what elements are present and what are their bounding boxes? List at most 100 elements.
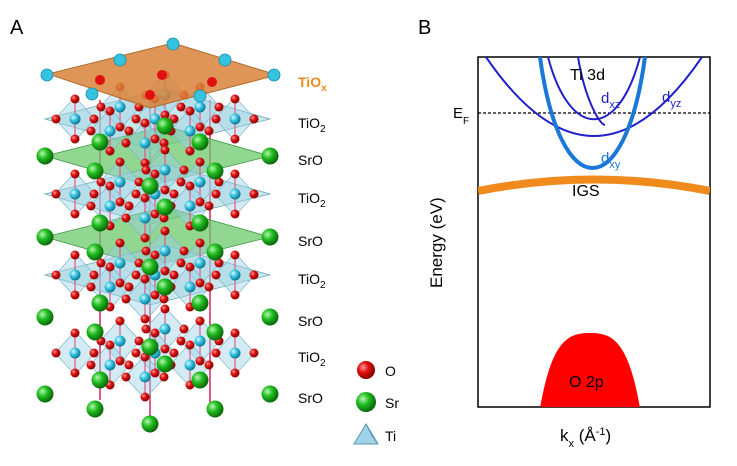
- o-atom: [124, 360, 134, 370]
- o-atom: [70, 134, 80, 144]
- o-atom: [150, 328, 160, 338]
- o-atom: [70, 290, 80, 300]
- igs-label: IGS: [572, 183, 600, 200]
- o2p-label: O 2p: [569, 374, 604, 391]
- sr-atom: [141, 415, 159, 433]
- o-atom: [105, 146, 115, 156]
- o-atom: [195, 238, 205, 248]
- o-atom: [169, 189, 179, 199]
- sr-atom: [191, 371, 209, 389]
- ti-atom: [194, 101, 206, 113]
- ti-atom: [104, 125, 116, 137]
- sr-atom: [36, 147, 54, 165]
- o-atom: [159, 372, 169, 382]
- o-atom: [185, 106, 195, 116]
- o-atom: [211, 114, 221, 124]
- o-atom: [51, 189, 61, 199]
- sr-atom: [156, 117, 174, 135]
- o-atom: [214, 258, 224, 268]
- o-atom: [176, 102, 186, 112]
- o-atom: [204, 282, 214, 292]
- o-atom: [115, 122, 125, 132]
- sr-atom: [86, 243, 104, 261]
- o-atom: [169, 348, 179, 358]
- o-atom: [230, 250, 240, 260]
- fermi-label: EF: [453, 105, 469, 127]
- layer-label: TiO2: [298, 115, 326, 135]
- o-atom: [115, 278, 125, 288]
- o-atom: [140, 158, 150, 168]
- igs-band: [478, 175, 710, 195]
- ti-atom: [114, 101, 126, 113]
- ti-atom: [69, 347, 81, 359]
- o-atom: [121, 372, 131, 382]
- o-atom: [121, 213, 131, 223]
- o-atom: [105, 181, 115, 191]
- o-atom: [134, 336, 144, 346]
- o-atom: [169, 270, 179, 280]
- o-atom: [195, 278, 205, 288]
- o-atom: [179, 246, 189, 256]
- o-atom: [230, 290, 240, 300]
- o-atom: [160, 110, 170, 120]
- ti-atom: [184, 281, 196, 293]
- o-atom: [179, 165, 189, 175]
- o-atom: [141, 324, 151, 334]
- ti-atom: [139, 212, 151, 224]
- sr-atom: [191, 294, 209, 312]
- dxy-band: [538, 57, 647, 170]
- dxz-band-wide: [485, 57, 703, 137]
- o-atom: [249, 114, 259, 124]
- o-atom: [159, 213, 169, 223]
- sr-atom: [191, 133, 209, 151]
- o-atom: [160, 266, 170, 276]
- o-atom: [115, 356, 125, 366]
- ti-atom: [194, 176, 206, 188]
- layer-label: SrO: [298, 390, 323, 406]
- o-atom: [195, 356, 205, 366]
- o-atom: [185, 181, 195, 191]
- o2p-band: [540, 333, 640, 407]
- o-atom: [115, 316, 125, 326]
- o-atom: [230, 134, 240, 144]
- o-atom: [160, 226, 170, 236]
- o-atom: [150, 250, 160, 260]
- sr-atom: [36, 228, 54, 246]
- o-atom: [96, 258, 106, 268]
- o-atom: [134, 177, 144, 187]
- o-atom: [211, 270, 221, 280]
- legend-sr: Sr: [356, 392, 399, 412]
- ti-atom: [194, 257, 206, 269]
- o-atom: [230, 209, 240, 219]
- ti-atom: [114, 257, 126, 269]
- o-atom: [70, 328, 80, 338]
- layer-label: SrO: [298, 152, 323, 168]
- o-atom: [115, 238, 125, 248]
- ti-octahedron-icon: [353, 423, 379, 445]
- o-atom: [70, 94, 80, 104]
- ti-atom: [69, 269, 81, 281]
- panel-a-label: A: [10, 17, 24, 39]
- legend-ti-label: Ti: [385, 428, 396, 444]
- legend-sr-label: Sr: [385, 395, 399, 411]
- o-atom: [230, 94, 240, 104]
- o-atom: [160, 145, 170, 155]
- ti-atom: [114, 176, 126, 188]
- o-atom: [86, 360, 96, 370]
- sr-atom: [206, 162, 224, 180]
- sr-atom: [91, 294, 109, 312]
- ti-atom: [114, 335, 126, 347]
- o-atom: [150, 134, 160, 144]
- ti-atom: [229, 113, 241, 125]
- ti-atom: [229, 188, 241, 200]
- o-atom: [211, 189, 221, 199]
- sr-atom: [91, 371, 109, 389]
- o-atom: [176, 177, 186, 187]
- sr-atom: [91, 214, 109, 232]
- o-atom: [179, 324, 189, 334]
- atoms: [36, 70, 279, 433]
- ti-atom: [159, 323, 171, 335]
- o-atom: [249, 189, 259, 199]
- o-atom: [86, 282, 96, 292]
